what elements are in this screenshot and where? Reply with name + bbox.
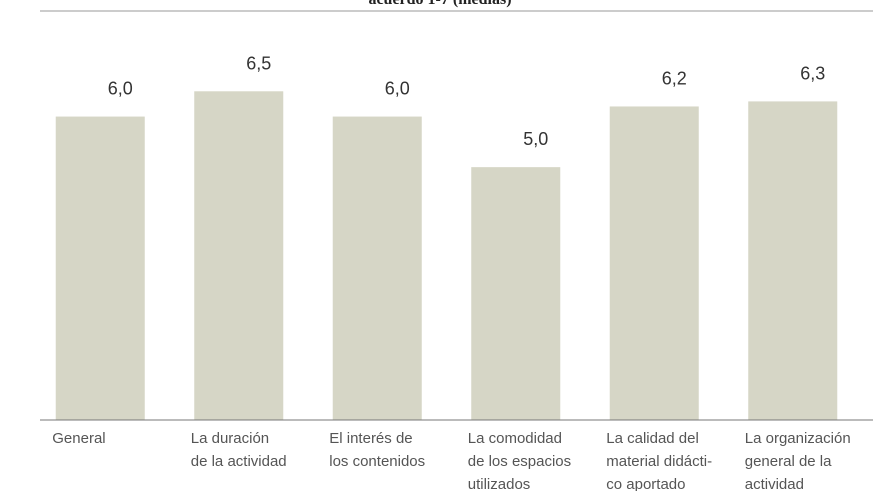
x-tick-label: La comodidad <box>468 430 562 447</box>
value-label: 6,2 <box>662 68 687 88</box>
x-tick-label: El interés de <box>329 430 412 447</box>
x-tick-label: La duración <box>191 430 269 447</box>
x-tick-label: general de la <box>745 453 832 470</box>
value-label: 6,5 <box>246 53 271 73</box>
x-tick-label: de los espacios <box>468 453 571 470</box>
value-label: 6,0 <box>108 79 133 99</box>
bar <box>194 91 284 421</box>
x-tick-label: material didácti- <box>606 453 712 470</box>
bar <box>332 116 422 421</box>
value-label: 6,0 <box>385 79 410 99</box>
bar <box>471 167 561 420</box>
x-tick-label: co aportado <box>606 476 685 491</box>
value-label: 6,3 <box>800 63 825 83</box>
x-tick-label: General <box>52 430 105 447</box>
x-tick-label: La organización <box>745 430 851 447</box>
value-label: 5,0 <box>523 129 548 149</box>
bar <box>609 106 699 420</box>
x-tick-label: actividad <box>745 476 804 491</box>
x-tick-label: de la actividad <box>191 453 287 470</box>
chart-title: acuerdo 1-7 (medias) <box>368 0 511 8</box>
bar <box>55 116 145 421</box>
x-tick-label: los contenidos <box>329 453 425 470</box>
x-tick-label: La calidad del <box>606 430 699 447</box>
bar <box>748 101 838 421</box>
x-tick-label: utilizados <box>468 476 531 491</box>
